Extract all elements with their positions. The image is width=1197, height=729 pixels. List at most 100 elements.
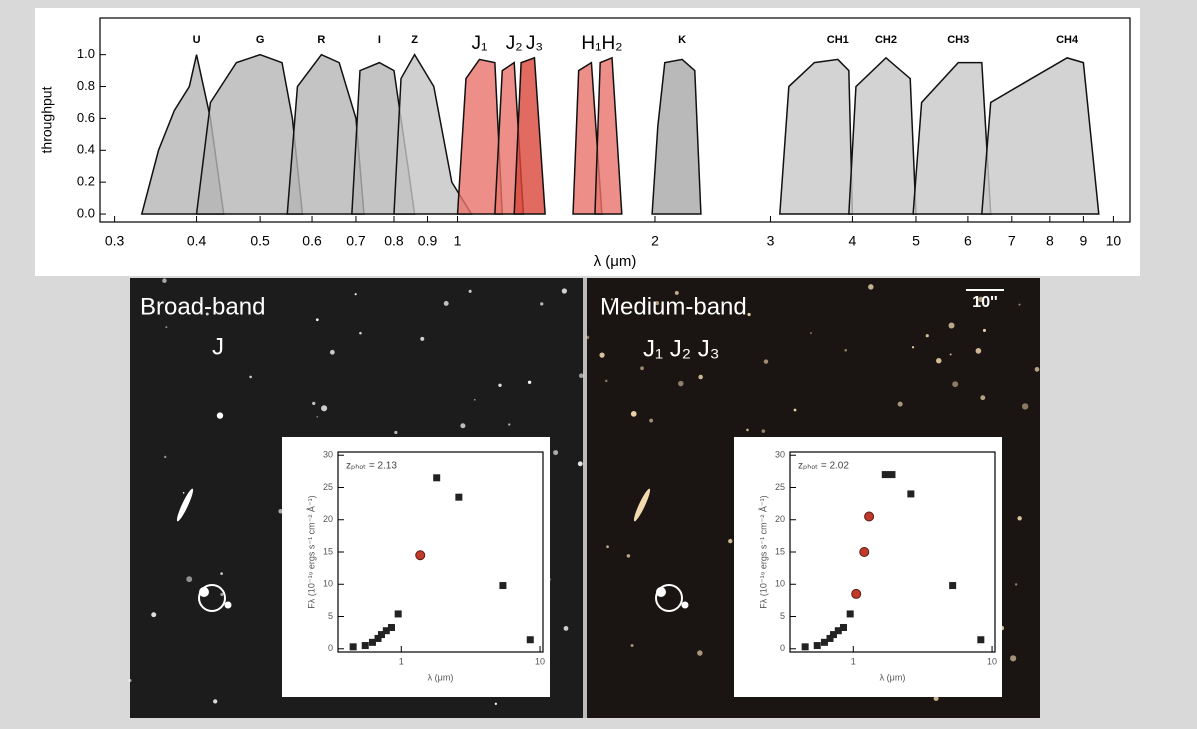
- star: [975, 348, 982, 354]
- star: [630, 411, 637, 417]
- star: [316, 415, 319, 418]
- annotation: zₚₕₒₜ = 2.13: [346, 461, 397, 472]
- star: [473, 398, 476, 401]
- filter-label: K: [678, 34, 686, 46]
- x-tick-label: 0.9: [418, 233, 438, 249]
- panel-band: J₁ J₂ J₃: [643, 335, 720, 362]
- star: [165, 326, 168, 329]
- star: [697, 650, 703, 656]
- star: [761, 429, 766, 433]
- x-tick-label: 6: [964, 233, 972, 249]
- data-point: [864, 511, 875, 522]
- panel-band: J: [212, 333, 224, 360]
- filter-label: CH1: [827, 34, 849, 46]
- data-point: [433, 474, 441, 482]
- x-tick-label: 0.7: [346, 233, 366, 249]
- star: [897, 401, 903, 407]
- data-point: [829, 631, 837, 639]
- plot-frame: [99, 17, 1131, 223]
- star: [182, 492, 185, 494]
- star: [681, 601, 689, 609]
- filter-label: Z: [411, 34, 418, 46]
- data-point: [826, 634, 834, 642]
- star: [329, 349, 335, 355]
- star: [649, 418, 654, 423]
- star: [793, 408, 797, 412]
- data-point: [881, 471, 889, 479]
- divider: [583, 278, 587, 718]
- data-point: [349, 643, 357, 651]
- star: [747, 312, 751, 317]
- filter-label: R: [317, 34, 325, 46]
- x-tick-label: 7: [1008, 233, 1016, 249]
- star: [606, 545, 609, 549]
- filter-curve: [848, 56, 917, 215]
- x-tick-label: 0.4: [187, 233, 207, 249]
- data-point: [415, 550, 426, 561]
- y-axis-label: throughput: [39, 86, 55, 153]
- data-point: [820, 638, 828, 646]
- star: [911, 346, 915, 349]
- filter-label: H₂: [601, 33, 622, 54]
- x-tick-label: 1: [851, 656, 856, 666]
- star: [420, 336, 425, 341]
- filter-label: I: [378, 34, 381, 46]
- star: [494, 702, 498, 706]
- y-tick-label: 0.4: [77, 142, 95, 157]
- star: [359, 331, 362, 335]
- x-tick-label: 10: [1106, 233, 1122, 249]
- star: [249, 375, 252, 379]
- y-tick-label: 10: [775, 579, 785, 589]
- x-tick-label: 3: [767, 233, 775, 249]
- star: [128, 679, 132, 683]
- star: [164, 455, 167, 459]
- y-tick-label: 0.8: [77, 78, 95, 93]
- star: [498, 383, 502, 387]
- star: [978, 296, 984, 302]
- y-tick-label: 15: [775, 546, 785, 556]
- y-tick-label: 5: [328, 611, 333, 621]
- data-point: [813, 642, 821, 650]
- filter-label: U: [193, 34, 201, 46]
- star: [1021, 403, 1029, 410]
- y-axis-label: Fλ (10⁻¹⁹ ergs s⁻¹ cm⁻² Å⁻¹): [306, 495, 316, 608]
- star: [394, 430, 398, 435]
- star: [933, 695, 939, 701]
- inset-box: [282, 437, 550, 697]
- data-point: [377, 631, 385, 639]
- data-point: [839, 623, 847, 631]
- star: [925, 334, 929, 338]
- star: [321, 405, 328, 412]
- y-tick-label: 0.2: [77, 174, 95, 189]
- y-tick-label: 15: [323, 546, 333, 556]
- data-point: [368, 638, 376, 646]
- star: [810, 332, 812, 334]
- star: [540, 302, 544, 306]
- x-tick-label: 5: [912, 233, 920, 249]
- inset-box: [734, 437, 1002, 697]
- filter-curve: [651, 58, 702, 215]
- y-tick-label: 0: [780, 643, 785, 653]
- star: [678, 380, 684, 387]
- filter-curve: [594, 56, 623, 215]
- star: [936, 357, 942, 364]
- y-axis-label: Fλ (10⁻¹⁹ ergs s⁻¹ cm⁻² Å⁻¹): [758, 495, 768, 608]
- star: [949, 353, 952, 356]
- chart: 0.0 0.2 0.4 0.6 0.8 1.0 0.3 0.4 0.5 0.6 0.7 0.8 0.9 1…: [39, 17, 1131, 270]
- star: [610, 298, 613, 301]
- data-point: [455, 493, 463, 501]
- target-ring: [198, 584, 226, 612]
- y-tick-label: 20: [323, 514, 333, 524]
- scale-label: 10'': [972, 294, 997, 311]
- star: [1017, 516, 1022, 521]
- star: [162, 278, 167, 283]
- star: [508, 423, 511, 426]
- data-point: [374, 634, 382, 642]
- y-tick-label: 30: [775, 450, 785, 460]
- galaxy: [176, 488, 194, 522]
- star: [952, 381, 959, 388]
- data-point: [801, 643, 809, 651]
- data-point: [977, 636, 985, 644]
- filter-curve: [572, 61, 603, 215]
